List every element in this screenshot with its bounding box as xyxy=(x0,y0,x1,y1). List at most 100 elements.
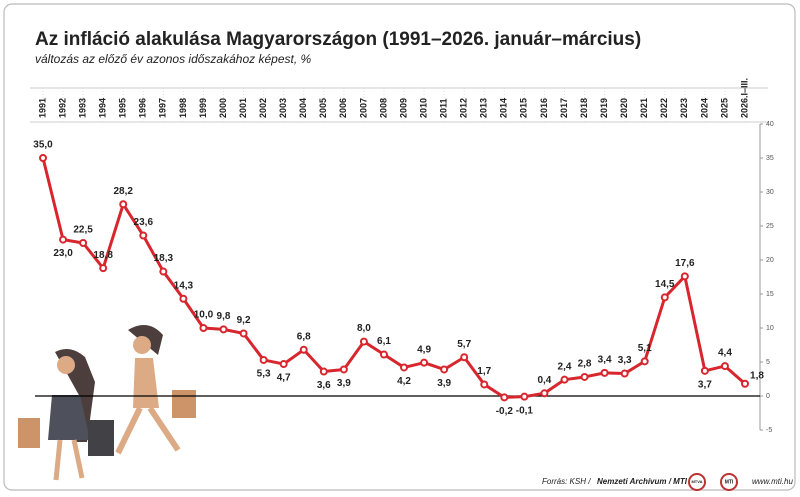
marker xyxy=(339,365,348,374)
marker xyxy=(79,239,88,247)
marker xyxy=(660,293,669,302)
marker xyxy=(620,369,629,378)
value-label: 10,0 xyxy=(194,310,214,321)
value-label: 18,3 xyxy=(154,253,174,264)
logo-text: MTVA xyxy=(691,479,702,484)
marker xyxy=(540,389,549,398)
x-tick-label: 2004 xyxy=(298,98,308,118)
value-label: 18,8 xyxy=(93,250,113,261)
x-tick-label: 2018 xyxy=(579,98,589,118)
x-tick-label: 1991 xyxy=(37,98,47,118)
marker xyxy=(379,350,388,359)
marker xyxy=(259,355,268,364)
marker xyxy=(139,231,148,240)
y-tick-label: 5 xyxy=(766,359,770,366)
x-tick-label: 2010 xyxy=(418,98,428,118)
value-label: 9,2 xyxy=(237,315,251,326)
y-tick-label: 30 xyxy=(766,189,774,196)
marker xyxy=(741,379,749,388)
source-bold: Nemzeti Archívum / MTI xyxy=(597,477,688,486)
x-tick-label: 2009 xyxy=(398,98,408,118)
x-tick-label: 2012 xyxy=(459,98,469,118)
x-tick-label: 2001 xyxy=(238,98,248,118)
value-label: 6,8 xyxy=(297,331,311,342)
marker xyxy=(500,393,509,402)
x-tick-label: 2019 xyxy=(599,98,609,118)
value-label: 2,4 xyxy=(558,361,572,372)
website: www.mti.hu xyxy=(752,477,793,486)
marker xyxy=(720,362,729,371)
marker xyxy=(420,358,429,367)
frame xyxy=(3,3,796,491)
chart-title: Az infláció alakulása Magyarországon (19… xyxy=(35,29,641,50)
value-label: 22,5 xyxy=(73,225,93,236)
x-tick-label: 2011 xyxy=(439,98,449,118)
value-label: 3,4 xyxy=(598,355,612,366)
value-label: 5,1 xyxy=(638,343,652,354)
marker xyxy=(199,324,208,332)
y-tick-label: 15 xyxy=(766,291,774,298)
x-tick-label: 2005 xyxy=(318,98,328,118)
x-tick-label: 1997 xyxy=(158,98,168,118)
y-tick-label: -5 xyxy=(766,427,772,434)
x-tick-label: 2021 xyxy=(639,98,649,118)
logo-text: MTI xyxy=(725,479,734,485)
value-label: -0,2 xyxy=(496,406,514,417)
x-tick-label: 1998 xyxy=(178,98,188,118)
x-tick-label: 2022 xyxy=(659,98,669,118)
illustration xyxy=(18,325,196,481)
x-tick-label: 2026.I–III. xyxy=(739,78,749,118)
x-tick-label: 2020 xyxy=(619,98,629,118)
value-label: 14,5 xyxy=(655,279,675,290)
x-tick-label: 2002 xyxy=(258,98,268,118)
marker xyxy=(39,154,47,162)
marker xyxy=(600,368,609,377)
marker xyxy=(640,357,649,366)
value-label: 3,9 xyxy=(337,378,351,389)
value-label: 2,8 xyxy=(578,359,592,370)
marker xyxy=(560,375,569,384)
value-label: 3,9 xyxy=(437,378,451,389)
value-label: 1,7 xyxy=(477,366,491,377)
y-tick-label: 35 xyxy=(766,155,774,162)
value-label: 9,8 xyxy=(217,311,231,322)
value-label: 28,2 xyxy=(113,186,133,197)
value-label: -0,1 xyxy=(516,405,534,416)
value-label: 4,2 xyxy=(397,376,411,387)
y-tick-label: 10 xyxy=(766,325,774,332)
y-tick-label: 40 xyxy=(766,121,774,128)
marker xyxy=(279,360,288,369)
x-tick-label: 2015 xyxy=(519,98,529,118)
value-label: 3,6 xyxy=(317,380,331,391)
x-tick-label: 2006 xyxy=(338,98,348,118)
value-label: 6,1 xyxy=(377,336,391,347)
x-tick-label: 2023 xyxy=(679,98,689,118)
marker xyxy=(480,380,489,389)
value-label: 17,6 xyxy=(675,258,695,269)
marker xyxy=(59,235,68,244)
x-tick-label: 1995 xyxy=(118,98,128,118)
marker xyxy=(159,267,168,276)
marker xyxy=(700,366,709,375)
marker xyxy=(680,272,689,281)
value-label: 23,6 xyxy=(134,217,154,228)
value-label: 3,7 xyxy=(698,379,712,390)
marker xyxy=(580,372,589,381)
marker xyxy=(440,365,449,374)
value-label: 5,7 xyxy=(457,339,471,350)
marker xyxy=(400,363,409,372)
value-label: 23,0 xyxy=(53,248,73,259)
x-tick-label: 2025 xyxy=(719,98,729,118)
value-label: 1,8 xyxy=(750,370,764,381)
chart-subtitle: változás az előző év azonos időszakához … xyxy=(35,52,311,66)
x-tick-label: 1993 xyxy=(77,98,87,118)
x-tick-label: 2014 xyxy=(499,98,509,118)
marker xyxy=(99,264,108,273)
logo xyxy=(688,473,706,491)
x-tick-label: 2000 xyxy=(218,98,228,118)
x-tick-label: 2003 xyxy=(278,98,288,118)
value-label: 4,9 xyxy=(417,344,431,355)
x-tick-label: 2016 xyxy=(539,98,549,118)
marker xyxy=(299,345,308,354)
